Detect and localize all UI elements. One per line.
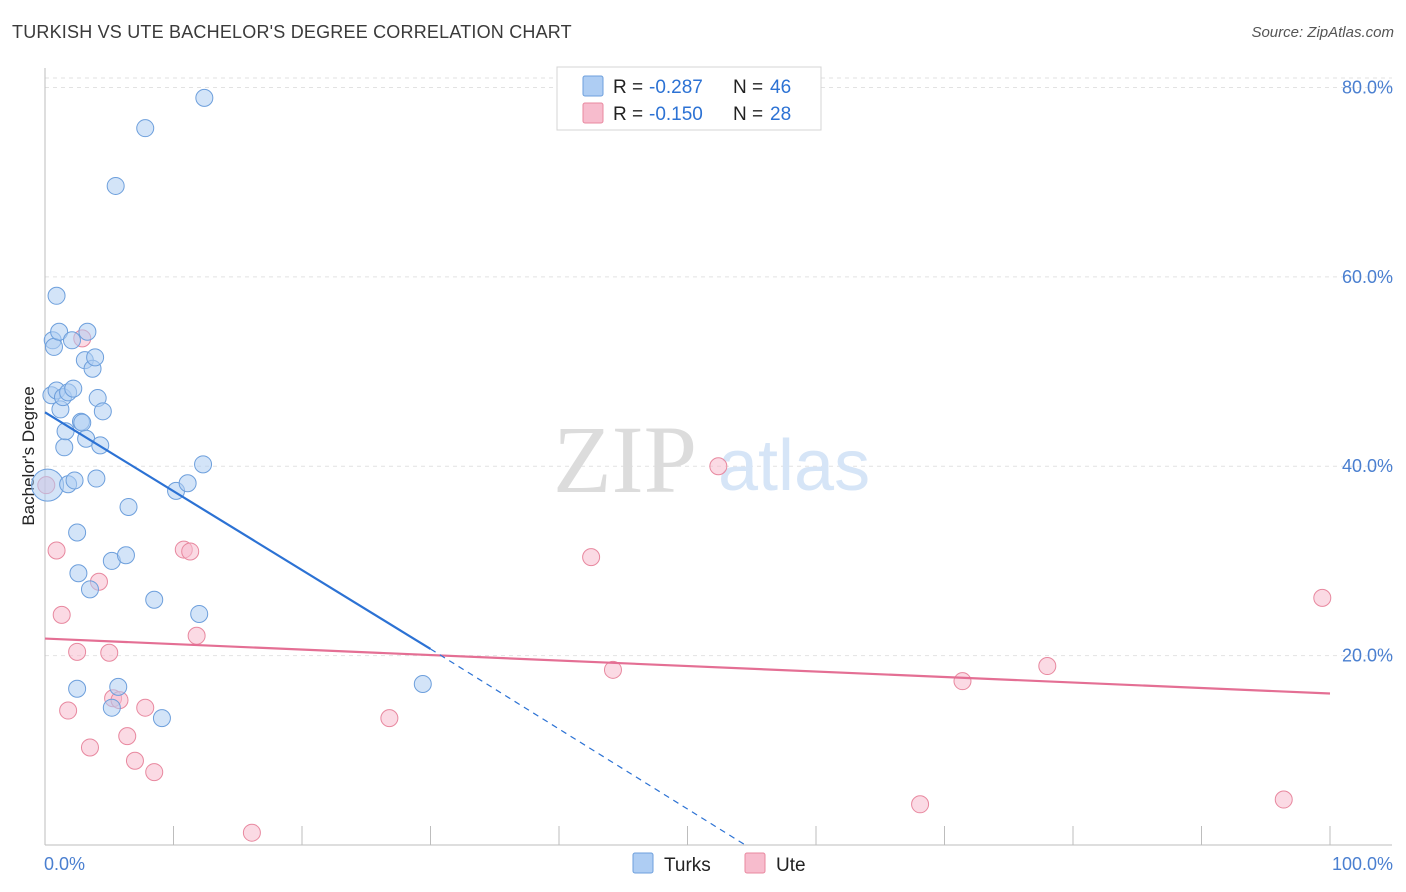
legend-r-label-turks: R = <box>613 77 643 98</box>
ute-point <box>52 605 71 624</box>
turks-point <box>145 590 164 609</box>
y-tick-label: 20.0% <box>1342 646 1393 666</box>
legend-label-ute: Ute <box>776 855 806 876</box>
x-tick-label: 0.0% <box>44 854 85 874</box>
source-credit: Source: ZipAtlas.com <box>1251 24 1394 41</box>
legend-label-turks: Turks <box>664 855 711 876</box>
turks-point <box>119 497 138 516</box>
turks-point <box>178 474 197 493</box>
turks-point <box>44 337 63 356</box>
ute-point <box>181 542 200 561</box>
x-tick-labels: 0.0% 100.0% <box>44 854 1393 874</box>
y-tick-label: 80.0% <box>1342 77 1393 97</box>
y-tick-label: 40.0% <box>1342 456 1393 476</box>
gridlines <box>45 77 1392 657</box>
turks-point <box>93 402 112 421</box>
axes <box>44 68 1392 846</box>
watermark-zip: ZIP <box>553 406 697 513</box>
ute-point <box>380 709 399 728</box>
legend-swatch-ute <box>582 102 604 124</box>
chart-title: TURKISH VS UTE BACHELOR'S DEGREE CORRELA… <box>12 22 572 42</box>
turks-point <box>64 379 83 398</box>
ute-point <box>911 795 930 814</box>
ute-point <box>1274 790 1293 809</box>
ute-point <box>709 457 728 476</box>
ute-point <box>118 727 137 746</box>
turks-point <box>413 675 432 694</box>
legend-n-label-turks: N = <box>733 77 763 98</box>
turks-point <box>69 564 88 583</box>
turks-point <box>55 438 74 457</box>
y-tick-labels: 20.0% 40.0% 60.0% 80.0% <box>1342 77 1393 665</box>
legend-r-value-turks: -0.287 <box>649 77 703 98</box>
turks-points <box>31 88 432 728</box>
ute-point <box>603 660 622 679</box>
ute-point <box>100 643 119 662</box>
turks-point <box>62 331 81 350</box>
turks-point <box>87 469 106 488</box>
ute-trend-line <box>44 637 1331 695</box>
turks-point <box>194 455 213 474</box>
turks-point <box>116 546 135 565</box>
turks-point <box>50 322 69 341</box>
legend-swatch-turks <box>582 75 604 97</box>
turks-point <box>80 580 99 599</box>
x-tick-label: 100.0% <box>1332 854 1393 874</box>
turks-point <box>102 698 121 717</box>
ute-point <box>582 548 601 567</box>
ute-point <box>145 763 164 782</box>
legend-r-label-ute: R = <box>613 104 643 125</box>
turks-point <box>31 468 65 502</box>
turks-point <box>78 322 97 341</box>
ute-point <box>187 626 206 645</box>
legend-r-value-ute: -0.150 <box>649 104 703 125</box>
ute-point <box>125 751 144 770</box>
turks-point <box>106 176 125 195</box>
y-axis-title: Bachelor's Degree <box>19 386 38 525</box>
correlation-legend: R = -0.287 N = 46 R = -0.150 N = 28 <box>556 66 822 131</box>
legend-n-value-turks: 46 <box>770 77 791 98</box>
turks-point <box>190 604 209 623</box>
legend-swatch-ute-bottom <box>744 852 766 874</box>
turks-point <box>152 709 171 728</box>
ute-point <box>953 672 972 691</box>
ute-point <box>59 701 78 720</box>
turks-point <box>195 88 214 107</box>
turks-point <box>68 679 87 698</box>
watermark-atlas: atlas <box>718 426 870 506</box>
ute-point <box>136 698 155 717</box>
turks-point <box>109 677 128 696</box>
y-tick-label: 60.0% <box>1342 267 1393 287</box>
ute-point <box>1313 588 1332 607</box>
turks-point <box>136 119 155 138</box>
turks-point <box>86 348 105 367</box>
ute-point <box>1038 657 1057 676</box>
trend-lines <box>44 411 1331 846</box>
legend-n-value-ute: 28 <box>770 104 791 125</box>
ute-point <box>80 738 99 757</box>
series-legend: Turks Ute <box>632 852 806 876</box>
ute-point <box>68 642 87 661</box>
watermark: ZIP atlas <box>553 406 870 513</box>
ute-point <box>47 541 66 560</box>
turks-point <box>47 286 66 305</box>
turks-trend-line <box>44 411 432 650</box>
legend-n-label-ute: N = <box>733 104 763 125</box>
legend-swatch-turks-bottom <box>632 852 654 874</box>
turks-point <box>73 413 92 432</box>
turks-point <box>68 523 87 542</box>
ute-point <box>242 823 261 842</box>
turks-point <box>65 471 84 490</box>
turks-trend-extension <box>430 648 746 846</box>
